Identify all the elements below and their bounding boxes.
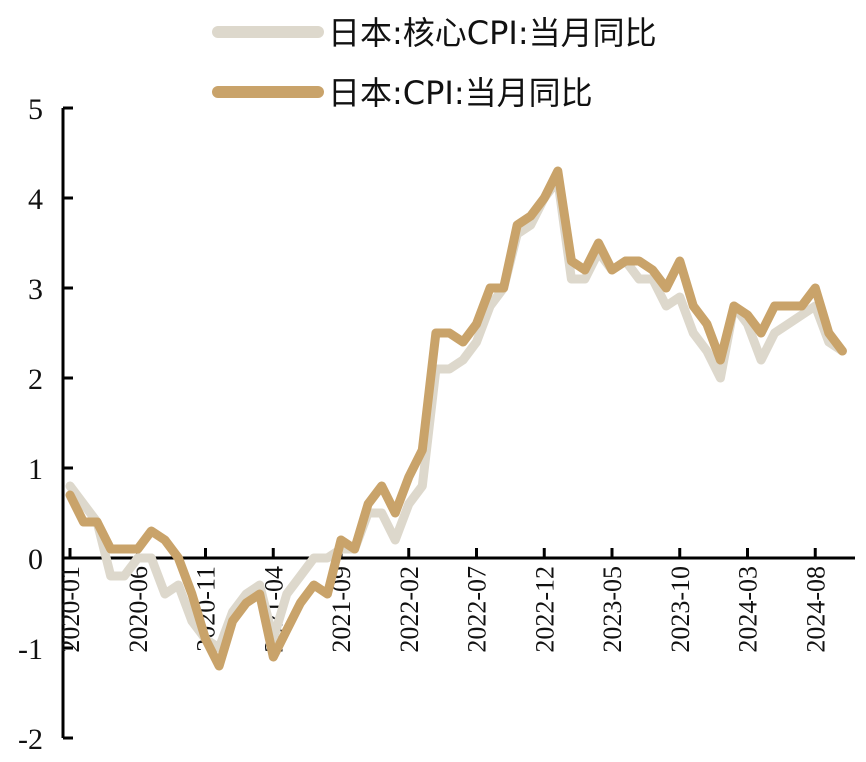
y-tick-label: 0	[28, 543, 43, 576]
x-tick-label: 2024-08	[801, 566, 830, 653]
legend-label-core-cpi: 日本:核心CPI:当月同比	[328, 14, 657, 52]
x-tick-label: 2023-10	[666, 566, 695, 653]
y-tick-label: 3	[28, 273, 43, 306]
x-tick-label: 2023-05	[598, 566, 627, 653]
series-line-cpi	[65, 166, 847, 671]
x-tick-label: 2022-02	[395, 566, 424, 653]
y-tick-label: 4	[28, 183, 43, 216]
series-layer	[65, 166, 847, 671]
x-tick-label: 2022-07	[463, 566, 492, 653]
y-tick-label: 2	[28, 363, 43, 396]
x-tick-label: 2020-06	[124, 566, 153, 653]
y-tick-label: -1	[18, 633, 43, 666]
legend-label-cpi: 日本:CPI:当月同比	[328, 74, 593, 112]
y-tick-label: 5	[28, 93, 43, 126]
x-tick-label: 2020-01	[56, 566, 85, 653]
y-tick-label: -2	[18, 723, 43, 756]
y-tick-label: 1	[28, 453, 43, 486]
legend: 日本:核心CPI:当月同比 日本:CPI:当月同比	[212, 14, 657, 112]
x-tick-label: 2024-03	[734, 566, 763, 653]
x-tick-label: 2022-12	[530, 566, 559, 653]
